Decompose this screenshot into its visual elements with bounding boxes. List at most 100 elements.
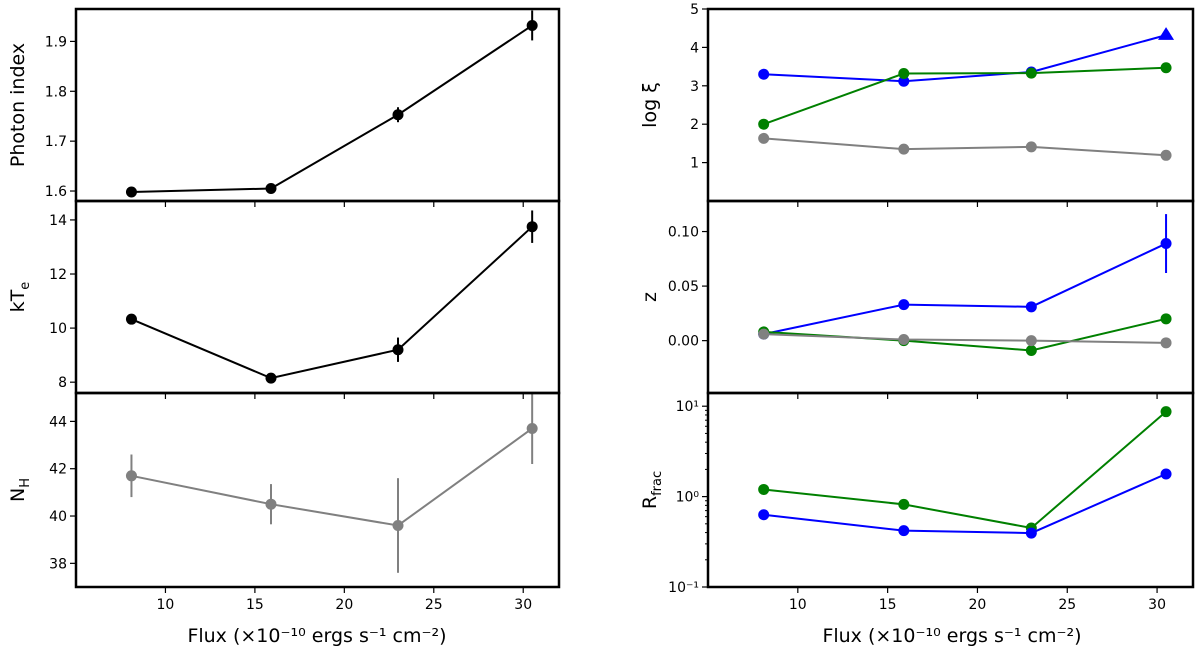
x-tick-label: 20 <box>969 597 987 613</box>
y-tick-label: 0.10 <box>668 225 699 241</box>
panel-frame-left-1 <box>74 199 561 395</box>
y-axis-label: log ξ <box>639 82 661 128</box>
y-axis-label: Photon index <box>7 43 29 167</box>
series-line-gray <box>763 137 1167 157</box>
y-tick-label: 1.9 <box>45 34 67 50</box>
series-line-green <box>763 317 1167 352</box>
y-tick-label: 42 <box>49 462 67 478</box>
panel-frame-right-0 <box>706 7 1195 203</box>
y-tick-label: 1.8 <box>45 84 67 100</box>
panel-z: 0.00 0.05 0.10 z <box>639 214 1172 399</box>
y-axis-label-subscript: frac <box>650 471 665 496</box>
panel-kte: 8 10 12 14 kTe <box>7 210 538 399</box>
x-tick-label: 25 <box>1058 597 1076 613</box>
y-axis-label: z <box>639 292 661 302</box>
y-tick-label: 14 <box>49 213 67 229</box>
data-point <box>265 372 277 384</box>
series-line-NH <box>131 427 533 527</box>
data-point <box>1160 337 1172 349</box>
y-tick-label: 10 <box>49 321 67 337</box>
data-point <box>392 344 404 356</box>
data-point <box>125 470 137 482</box>
y-axis-label: kTe <box>7 282 33 313</box>
y-tick-label: 1 <box>690 156 699 172</box>
y-axis-label-text: log ξ <box>639 82 661 128</box>
y-axis-label-text: kT <box>7 289 29 312</box>
x-tick-label: 15 <box>246 597 264 613</box>
series-line-green <box>763 410 1167 530</box>
data-point <box>898 143 910 155</box>
data-point <box>758 483 770 495</box>
y-tick-label: 44 <box>49 414 67 430</box>
y-axis-label: Rfrac <box>639 471 665 509</box>
series-line-photon-index <box>131 24 533 194</box>
series-line-blue <box>763 34 1167 83</box>
data-point <box>1160 238 1172 250</box>
y-tick-label: 4 <box>690 40 699 56</box>
data-point <box>758 68 770 80</box>
series-line-blue <box>763 473 1167 535</box>
y-tick-label: 10⁰ <box>676 490 700 506</box>
series-line-green <box>763 66 1167 126</box>
series-line-blue <box>763 242 1167 336</box>
x-tick-label: 25 <box>425 597 443 613</box>
y-tick-label: 1.7 <box>45 134 67 150</box>
data-point <box>1160 313 1172 325</box>
data-point <box>898 525 910 537</box>
data-point <box>125 313 137 325</box>
data-point <box>526 221 538 233</box>
data-point <box>1025 335 1037 347</box>
panel-rfrac: 10⁻¹ 10⁰ 10¹ 10 15 20 25 30 Rfrac <box>639 399 1172 613</box>
left-x-axis-label: Flux (×10⁻¹⁰ ergs s⁻¹ cm⁻²) <box>187 625 446 647</box>
data-point <box>898 299 910 311</box>
data-point <box>392 519 404 531</box>
x-tick-label: 10 <box>789 597 807 613</box>
data-point <box>1025 141 1037 153</box>
data-point <box>758 328 770 340</box>
panel-frame-left-0 <box>74 7 561 203</box>
panel-log-xi: 1 2 3 4 5 log ξ <box>639 2 1175 207</box>
y-axis-label-text: Photon index <box>7 43 29 167</box>
data-point <box>898 75 910 87</box>
series-line-gray <box>763 333 1167 344</box>
data-point <box>1025 344 1037 356</box>
data-point <box>526 422 538 434</box>
x-tick-label: 30 <box>1148 597 1166 613</box>
y-tick-label: 8 <box>58 375 67 391</box>
data-point <box>1160 149 1172 161</box>
x-tick-label: 30 <box>514 597 532 613</box>
x-tick-label: 15 <box>879 597 897 613</box>
panel-photon-index: 1.6 1.7 1.8 1.9 Photon index <box>7 10 538 207</box>
x-tick-label: 10 <box>157 597 175 613</box>
y-tick-label: 3 <box>690 79 699 95</box>
data-point <box>1025 301 1037 313</box>
data-point <box>1025 67 1037 79</box>
y-axis-label-text: R <box>639 496 661 509</box>
y-axis-label-subscript: H <box>18 478 33 488</box>
right-x-axis-label: Flux (×10⁻¹⁰ ergs s⁻¹ cm⁻²) <box>822 625 1081 647</box>
data-point <box>758 132 770 144</box>
panel-frame-left-2 <box>74 391 561 589</box>
y-axis-label-text: N <box>7 488 29 502</box>
y-tick-label: 2 <box>690 117 699 133</box>
y-axis-label-subscript: e <box>18 282 33 290</box>
data-point <box>265 498 277 510</box>
data-point-triangle <box>1158 27 1175 40</box>
series-line-kTe <box>131 225 533 380</box>
y-tick-label: 1.6 <box>45 184 67 200</box>
y-tick-label: 5 <box>690 2 699 18</box>
data-point <box>392 109 404 121</box>
panel-frame-right-1 <box>706 199 1195 395</box>
data-point <box>125 186 137 198</box>
y-tick-label: 10⁻¹ <box>668 580 699 596</box>
data-point <box>526 19 538 31</box>
data-point <box>898 334 910 346</box>
data-point <box>898 498 910 510</box>
y-tick-label: 40 <box>49 509 67 525</box>
data-point <box>1025 527 1037 539</box>
panel-frame-right-2 <box>706 391 1195 589</box>
data-point <box>265 183 277 195</box>
y-tick-label: 10¹ <box>676 399 699 415</box>
y-tick-label: 0.00 <box>668 334 699 350</box>
